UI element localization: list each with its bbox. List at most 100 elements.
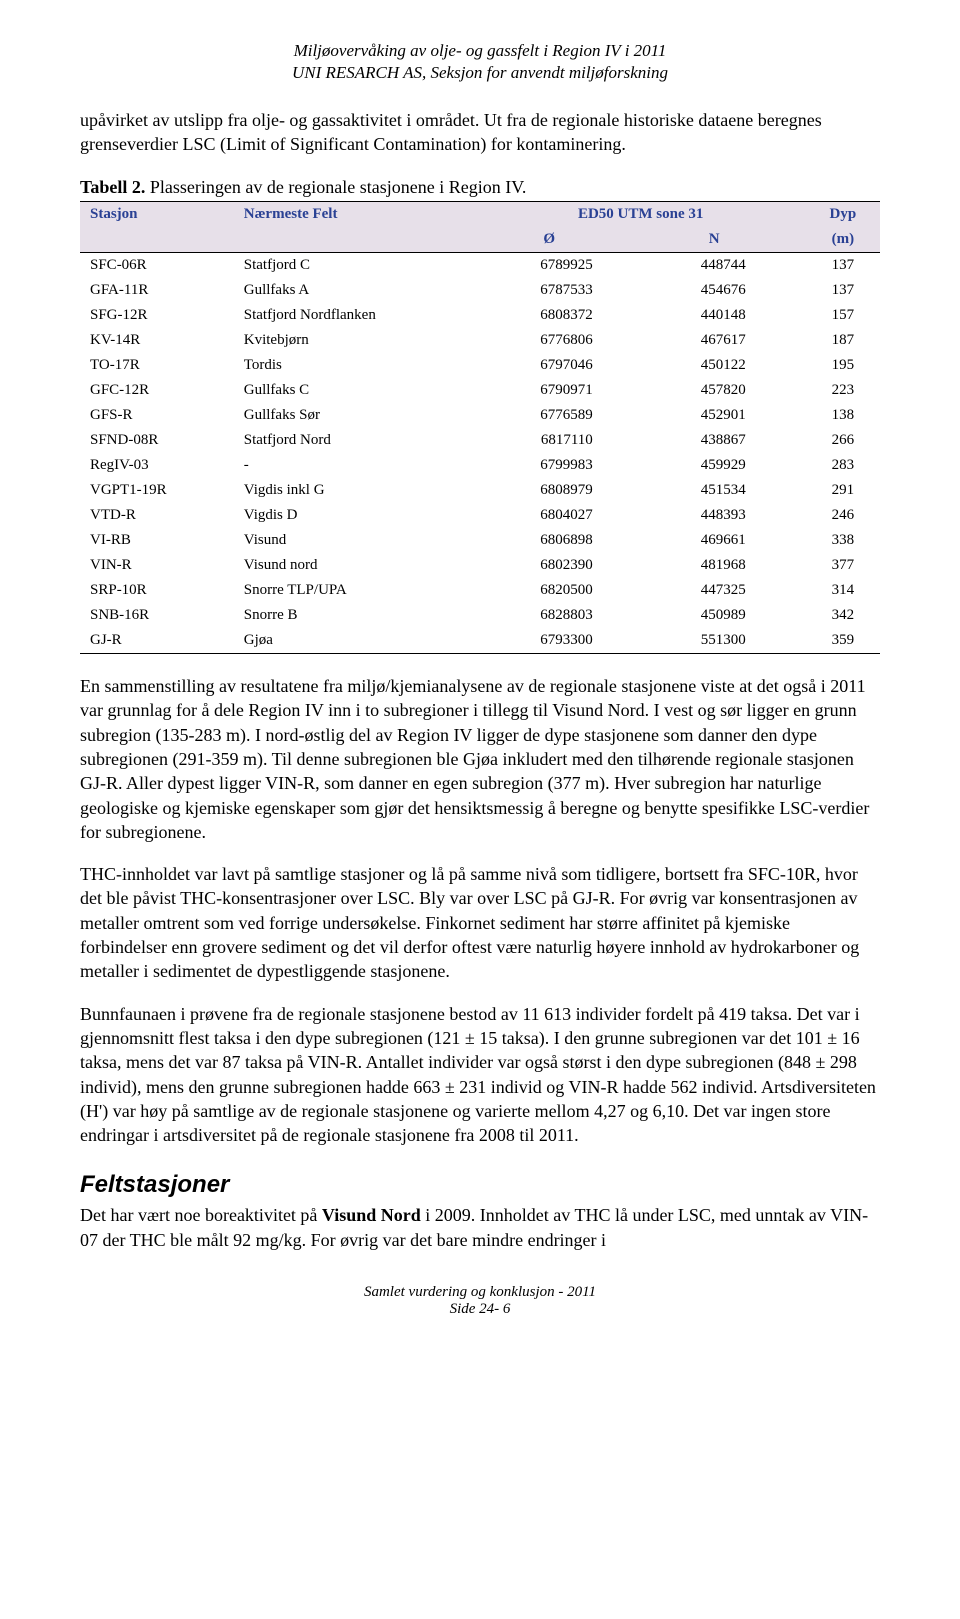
- paragraph-subregions: En sammenstilling av resultatene fra mil…: [80, 674, 880, 844]
- table-cell: Visund nord: [234, 553, 476, 578]
- paragraph-thc: THC-innholdet var lavt på samtlige stasj…: [80, 862, 880, 983]
- table-cell: Gullfaks A: [234, 278, 476, 303]
- table-cell: Snorre B: [234, 603, 476, 628]
- paragraph-bunnfauna: Bunnfaunaen i prøvene fra de regionale s…: [80, 1002, 880, 1148]
- table-cell: SRP-10R: [80, 578, 234, 603]
- table-caption: Tabell 2. Plasseringen av de regionale s…: [80, 175, 880, 199]
- felt-bold: Visund Nord: [322, 1205, 421, 1225]
- table-cell: Gjøa: [234, 628, 476, 654]
- table-row: GJ-RGjøa6793300551300359: [80, 628, 880, 654]
- table-cell: Snorre TLP/UPA: [234, 578, 476, 603]
- stations-table: Stasjon Nærmeste Felt ED50 UTM sone 31 D…: [80, 201, 880, 654]
- table-row: TO-17RTordis6797046450122195: [80, 353, 880, 378]
- table-cell: 6808372: [476, 303, 623, 328]
- table-row: GFA-11RGullfaks A6787533454676137: [80, 278, 880, 303]
- col-subheader-n: N: [623, 227, 806, 253]
- table-cell: 6799983: [476, 453, 623, 478]
- table-cell: 6806898: [476, 528, 623, 553]
- table-cell: GFA-11R: [80, 278, 234, 303]
- table-cell: 138: [806, 403, 880, 428]
- table-cell: 6817110: [476, 428, 623, 453]
- table-cell: 157: [806, 303, 880, 328]
- table-cell: GFS-R: [80, 403, 234, 428]
- table-cell: 6776589: [476, 403, 623, 428]
- table-cell: 6793300: [476, 628, 623, 654]
- col-header-naermeste: Nærmeste Felt: [234, 202, 476, 228]
- table-row: SFND-08RStatfjord Nord6817110438867266: [80, 428, 880, 453]
- table-cell: 6804027: [476, 503, 623, 528]
- table-row: VTD-RVigdis D6804027448393246: [80, 503, 880, 528]
- header-line-1: Miljøovervåking av olje- og gassfelt i R…: [80, 40, 880, 62]
- table-cell: 223: [806, 378, 880, 403]
- col-header-stasjon: Stasjon: [80, 202, 234, 228]
- table-cell: Vigdis inkl G: [234, 478, 476, 503]
- table-cell: Statfjord Nordflanken: [234, 303, 476, 328]
- paragraph-felt: Det har vært noe boreaktivitet på Visund…: [80, 1203, 880, 1252]
- table-cell: 6828803: [476, 603, 623, 628]
- table-cell: 459929: [623, 453, 806, 478]
- table-cell: 314: [806, 578, 880, 603]
- table-cell: 450989: [623, 603, 806, 628]
- table-row: VI-RBVisund6806898469661338: [80, 528, 880, 553]
- table-cell: 447325: [623, 578, 806, 603]
- table-cell: 359: [806, 628, 880, 654]
- table-row: GFS-RGullfaks Sør6776589452901138: [80, 403, 880, 428]
- table-cell: KV-14R: [80, 328, 234, 353]
- table-header-row-2: Ø N (m): [80, 227, 880, 253]
- col-header-ed50: ED50 UTM sone 31: [476, 202, 806, 228]
- table-cell: 440148: [623, 303, 806, 328]
- table-cell: GFC-12R: [80, 378, 234, 403]
- table-cell: 6790971: [476, 378, 623, 403]
- table-cell: VGPT1-19R: [80, 478, 234, 503]
- table-cell: 195: [806, 353, 880, 378]
- table-cell: Statfjord Nord: [234, 428, 476, 453]
- document-footer: Samlet vurdering og konklusjon - 2011 Si…: [80, 1284, 880, 1318]
- table-cell: RegIV-03: [80, 453, 234, 478]
- table-row: RegIV-03-6799983459929283: [80, 453, 880, 478]
- table-cell: 469661: [623, 528, 806, 553]
- table-cell: Statfjord C: [234, 253, 476, 279]
- table-cell: 137: [806, 278, 880, 303]
- table-cell: 438867: [623, 428, 806, 453]
- table-cell: SFND-08R: [80, 428, 234, 453]
- table-cell: Vigdis D: [234, 503, 476, 528]
- table-row: GFC-12RGullfaks C6790971457820223: [80, 378, 880, 403]
- header-line-2: UNI RESARCH AS, Seksjon for anvendt milj…: [80, 62, 880, 84]
- table-cell: 246: [806, 503, 880, 528]
- table-cell: 467617: [623, 328, 806, 353]
- section-heading-feltstasjoner: Feltstasjoner: [80, 1171, 880, 1199]
- table-cell: 452901: [623, 403, 806, 428]
- table-cell: Kvitebjørn: [234, 328, 476, 353]
- col-header-dyp: Dyp: [806, 202, 880, 228]
- footer-line-2: Side 24- 6: [80, 1301, 880, 1318]
- col-subheader-o: Ø: [476, 227, 623, 253]
- page: Miljøovervåking av olje- og gassfelt i R…: [0, 0, 960, 1358]
- intro-paragraph: upåvirket av utslipp fra olje- og gassak…: [80, 108, 880, 157]
- table-cell: -: [234, 453, 476, 478]
- table-cell: 6797046: [476, 353, 623, 378]
- table-cell: Tordis: [234, 353, 476, 378]
- table-cell: 6820500: [476, 578, 623, 603]
- table-cell: VTD-R: [80, 503, 234, 528]
- table-header-row-1: Stasjon Nærmeste Felt ED50 UTM sone 31 D…: [80, 202, 880, 228]
- table-cell: 448393: [623, 503, 806, 528]
- table-cell: 6776806: [476, 328, 623, 353]
- table-body: SFC-06RStatfjord C6789925448744137GFA-11…: [80, 253, 880, 654]
- footer-line-1: Samlet vurdering og konklusjon - 2011: [80, 1284, 880, 1301]
- table-cell: 338: [806, 528, 880, 553]
- table-cell: 377: [806, 553, 880, 578]
- table-cell: 6802390: [476, 553, 623, 578]
- table-cell: 551300: [623, 628, 806, 654]
- table-row: SNB-16RSnorre B6828803450989342: [80, 603, 880, 628]
- table-cell: Gullfaks Sør: [234, 403, 476, 428]
- table-cell: VI-RB: [80, 528, 234, 553]
- table-cell: GJ-R: [80, 628, 234, 654]
- table-cell: 283: [806, 453, 880, 478]
- table-cell: VIN-R: [80, 553, 234, 578]
- table-row: SFC-06RStatfjord C6789925448744137: [80, 253, 880, 279]
- document-header: Miljøovervåking av olje- og gassfelt i R…: [80, 40, 880, 84]
- table-row: VGPT1-19RVigdis inkl G6808979451534291: [80, 478, 880, 503]
- table-caption-label: Tabell 2.: [80, 177, 145, 197]
- table-cell: SFG-12R: [80, 303, 234, 328]
- table-cell: 450122: [623, 353, 806, 378]
